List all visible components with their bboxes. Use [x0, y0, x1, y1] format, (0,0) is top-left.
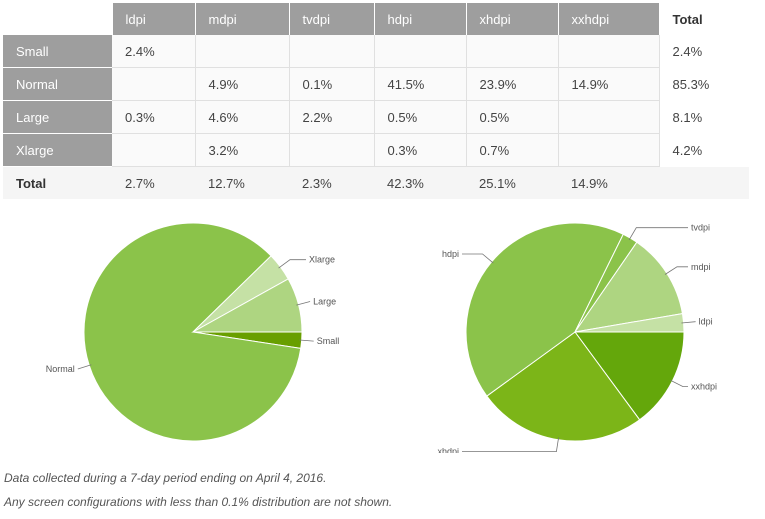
pie-label-small: Small: [317, 336, 340, 346]
table-cell: 23.9%: [466, 67, 559, 101]
table-cell: 3.2%: [195, 133, 290, 167]
table-cell: [112, 133, 196, 167]
table-cell: [374, 35, 467, 68]
table-cell: [195, 35, 290, 68]
column-header-hdpi: hdpi: [374, 3, 467, 35]
pie-leader-line-xhdpi: [462, 437, 559, 453]
table-cell: 41.5%: [374, 67, 467, 101]
screen-density-pie-chart: xxhdpi xhdpi hdpi tvdpi mdpi ldpi: [437, 222, 717, 453]
table-cell: [558, 133, 660, 167]
column-header-ldpi: ldpi: [112, 3, 196, 35]
pie-label-xlarge: Xlarge: [309, 255, 335, 265]
table-cell: 14.9%: [558, 67, 660, 101]
pie-label-xhdpi: xhdpi: [437, 447, 459, 453]
table-cell: 0.7%: [466, 133, 559, 167]
screen-size-pie-chart: Small Normal Xlarge Large: [46, 222, 340, 442]
column-header-xhdpi: xhdpi: [466, 3, 559, 35]
table-cell: [289, 35, 375, 68]
table-cell: 42.3%: [374, 166, 466, 199]
table-cell: 14.9%: [558, 166, 659, 199]
table-cell: 25.1%: [466, 166, 558, 199]
table-cell: 2.4%: [112, 35, 196, 68]
table-cell: 2.3%: [289, 166, 374, 199]
pie-leader-line-hdpi: [462, 253, 494, 264]
pie-label-large: Large: [313, 297, 336, 307]
table-cell: 0.1%: [289, 67, 375, 101]
footnote-threshold: Any screen configurations with less than…: [4, 495, 393, 509]
table-cell: 0.3%: [374, 133, 467, 167]
pie-label-hdpi: hdpi: [442, 249, 459, 259]
table-cell: 0.3%: [112, 100, 196, 134]
pie-leader-line-large: [296, 301, 311, 306]
table-cell: 12.7%: [195, 166, 289, 199]
row-total-cell: 8.1%: [659, 100, 749, 134]
table-corner-cell: [3, 3, 113, 35]
table-cell: 2.7%: [112, 166, 195, 199]
table-cell: [289, 133, 375, 167]
table-cell: 4.9%: [195, 67, 290, 101]
table-cell: [558, 100, 660, 134]
pie-label-xxhdpi: xxhdpi: [691, 382, 717, 392]
pie-leader-line-small: [299, 339, 314, 342]
table-total-row: Total 2.7% 12.7% 2.3% 42.3% 25.1% 14.9%: [3, 166, 749, 199]
row-header-total: Total: [3, 166, 112, 199]
pie-leader-line-ldpi: [681, 321, 696, 324]
table-cell: 0.5%: [466, 100, 559, 134]
table-cell: [659, 166, 749, 199]
row-total-cell: 85.3%: [659, 67, 749, 101]
table-cell: 4.6%: [195, 100, 290, 134]
table-row-xlarge: Xlarge 3.2% 0.3% 0.7% 4.2%: [3, 133, 749, 167]
table-cell: [112, 67, 196, 101]
column-header-tvdpi: tvdpi: [289, 3, 375, 35]
column-header-mdpi: mdpi: [195, 3, 290, 35]
pie-label-normal: Normal: [46, 364, 75, 374]
row-header-small: Small: [3, 35, 112, 68]
row-total-cell: 4.2%: [659, 133, 749, 167]
table-cell: [466, 35, 559, 68]
column-header-total: Total: [659, 3, 749, 35]
table-header-row: ldpi mdpi tvdpi hdpi xhdpi xxhdpi Total: [3, 3, 749, 35]
pie-label-ldpi: ldpi: [699, 317, 713, 327]
row-header-xlarge: Xlarge: [3, 133, 112, 167]
distribution-table: ldpi mdpi tvdpi hdpi xhdpi xxhdpi Total …: [3, 3, 749, 199]
pie-leader-line-normal: [77, 364, 92, 370]
pie-label-tvdpi: tvdpi: [691, 223, 710, 233]
column-header-xxhdpi: xxhdpi: [558, 3, 660, 35]
pie-leader-line-xlarge: [278, 259, 306, 269]
table-cell: [558, 35, 660, 68]
pie-label-mdpi: mdpi: [691, 262, 711, 272]
table-cell: 0.5%: [374, 100, 467, 134]
row-header-large: Large: [3, 100, 112, 134]
footnote-data-period: Data collected during a 7-day period end…: [4, 471, 327, 485]
table-row-normal: Normal 4.9% 0.1% 41.5% 23.9% 14.9% 85.3%: [3, 67, 749, 101]
table-row-small: Small 2.4% 2.4%: [3, 35, 749, 68]
pie-leader-line-xxhdpi: [670, 379, 688, 388]
table-row-large: Large 0.3% 4.6% 2.2% 0.5% 0.5% 8.1%: [3, 100, 749, 134]
table-cell: 2.2%: [289, 100, 375, 134]
row-total-cell: 2.4%: [659, 35, 749, 68]
row-header-normal: Normal: [3, 67, 112, 101]
pie-leader-line-mdpi: [664, 266, 688, 275]
pie-leader-line-tvdpi: [628, 227, 688, 241]
